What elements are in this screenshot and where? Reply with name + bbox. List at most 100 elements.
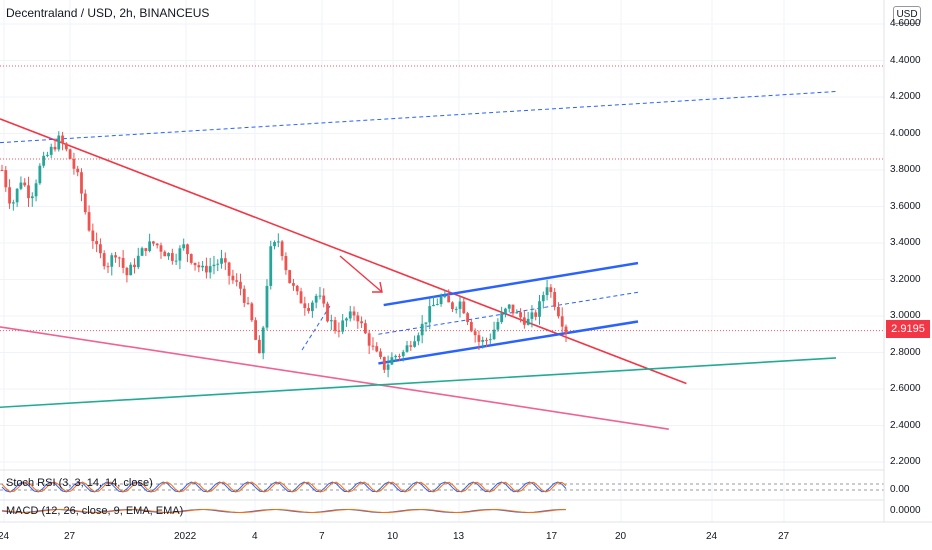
time-tick-label: 17: [546, 531, 558, 542]
candle-body: [386, 364, 390, 370]
annotation-arrow-red: [339, 255, 383, 293]
candle-body: [182, 244, 186, 249]
candle-body: [106, 266, 110, 268]
stoch-rsi-value: 0.00: [890, 484, 910, 495]
candle-body: [348, 311, 352, 319]
candle-body: [488, 339, 492, 341]
price-tick-label: 3.2000: [890, 273, 921, 285]
candle-body: [144, 248, 148, 252]
time-tick-label: 20: [615, 531, 627, 542]
candle-body: [553, 292, 557, 307]
candle-body: [310, 302, 314, 312]
candle-body: [235, 280, 239, 282]
candle-body: [405, 345, 409, 352]
candle-body: [227, 262, 231, 276]
price-tick-label: 2.6000: [890, 383, 921, 394]
candle-body: [223, 258, 227, 263]
candle-body: [133, 264, 136, 268]
stoch-d-line: [1, 481, 567, 493]
candle-body: [76, 168, 80, 173]
candle-body: [557, 306, 560, 317]
candle-body: [420, 323, 424, 336]
candle-body: [292, 283, 295, 286]
time-tick-label: 27: [64, 531, 76, 542]
macd-label[interactable]: MACD (12, 26, close, 9, EMA, EMA): [6, 505, 184, 517]
candle-body: [95, 241, 99, 245]
candle-body: [526, 318, 530, 325]
candle-body: [560, 316, 564, 327]
time-tick-label: 24: [0, 531, 10, 542]
candle-body: [178, 248, 182, 261]
candle-body: [136, 255, 140, 268]
price-tick-label: 2.2000: [890, 456, 921, 467]
candle-body: [163, 251, 167, 257]
candle-body: [492, 329, 496, 340]
candle-body: [496, 322, 500, 330]
candle-body: [250, 303, 254, 321]
time-tick-label: 4: [252, 531, 258, 542]
candle-body: [197, 265, 201, 268]
candle-body: [125, 267, 129, 276]
stoch-rsi-label[interactable]: Stoch RSI (3, 3, 14, 14, close): [6, 477, 153, 489]
candle-body: [345, 318, 348, 321]
candle-body: [110, 255, 114, 267]
candle-body: [265, 285, 269, 328]
candle-body: [4, 170, 8, 188]
candle-body: [242, 288, 246, 303]
candle-body: [428, 306, 432, 323]
candle-body: [545, 287, 549, 296]
candle-body: [447, 295, 451, 303]
candle-body: [15, 188, 19, 203]
candle-body: [257, 339, 261, 354]
candle-body: [38, 165, 42, 184]
time-tick-label: 7: [319, 531, 325, 542]
candle-body: [27, 185, 30, 199]
candle-body: [530, 312, 534, 319]
candle-body: [363, 323, 367, 334]
candle-body: [34, 183, 38, 197]
price-tick-label: 4.4000: [890, 54, 921, 66]
currency-button[interactable]: USD: [893, 6, 921, 24]
candle-body: [117, 257, 121, 259]
candle-body: [140, 248, 144, 256]
chart-title: Decentraland / USD, 2h, BINANCEUS: [6, 6, 210, 20]
candle-body: [246, 302, 250, 304]
candle-body: [390, 357, 394, 365]
candle-body: [216, 263, 220, 265]
candle-body: [129, 264, 133, 276]
price-tick-label: 4.6000: [890, 18, 921, 29]
candle-body: [371, 345, 375, 347]
candle-body: [288, 270, 292, 284]
candle-body: [99, 244, 102, 254]
trendline-channel-top: [383, 261, 639, 307]
candle-body: [356, 315, 360, 322]
candle-body: [314, 295, 318, 303]
price-tick-label: 3.4000: [890, 237, 921, 248]
candle-body: [61, 135, 64, 144]
candle-body: [500, 313, 504, 323]
candle-body: [481, 339, 485, 342]
trendline-descending-resistance: [0, 118, 687, 385]
candle-body: [239, 281, 242, 289]
candle-body: [538, 301, 541, 317]
candle-body: [432, 304, 435, 307]
trendline-lower-support: [0, 326, 669, 430]
candle-body: [87, 212, 91, 231]
candle-body: [72, 158, 76, 169]
candle-body: [341, 320, 345, 332]
time-tick-label: 24: [706, 531, 718, 542]
macd-signal-line: [1, 509, 567, 513]
candle-body: [394, 355, 398, 358]
candle-body: [409, 345, 413, 347]
price-tick-label: 3.8000: [890, 164, 921, 175]
candle-body: [367, 333, 371, 346]
candle-body: [329, 320, 333, 322]
horizontal-levels: [0, 65, 884, 332]
price-tick-label: 3.0000: [890, 310, 921, 321]
candle-body: [504, 308, 507, 314]
candle-body: [333, 320, 337, 331]
price-tick-label: 2.4000: [890, 419, 921, 431]
candle-body: [485, 339, 488, 341]
candle-body: [295, 285, 299, 292]
